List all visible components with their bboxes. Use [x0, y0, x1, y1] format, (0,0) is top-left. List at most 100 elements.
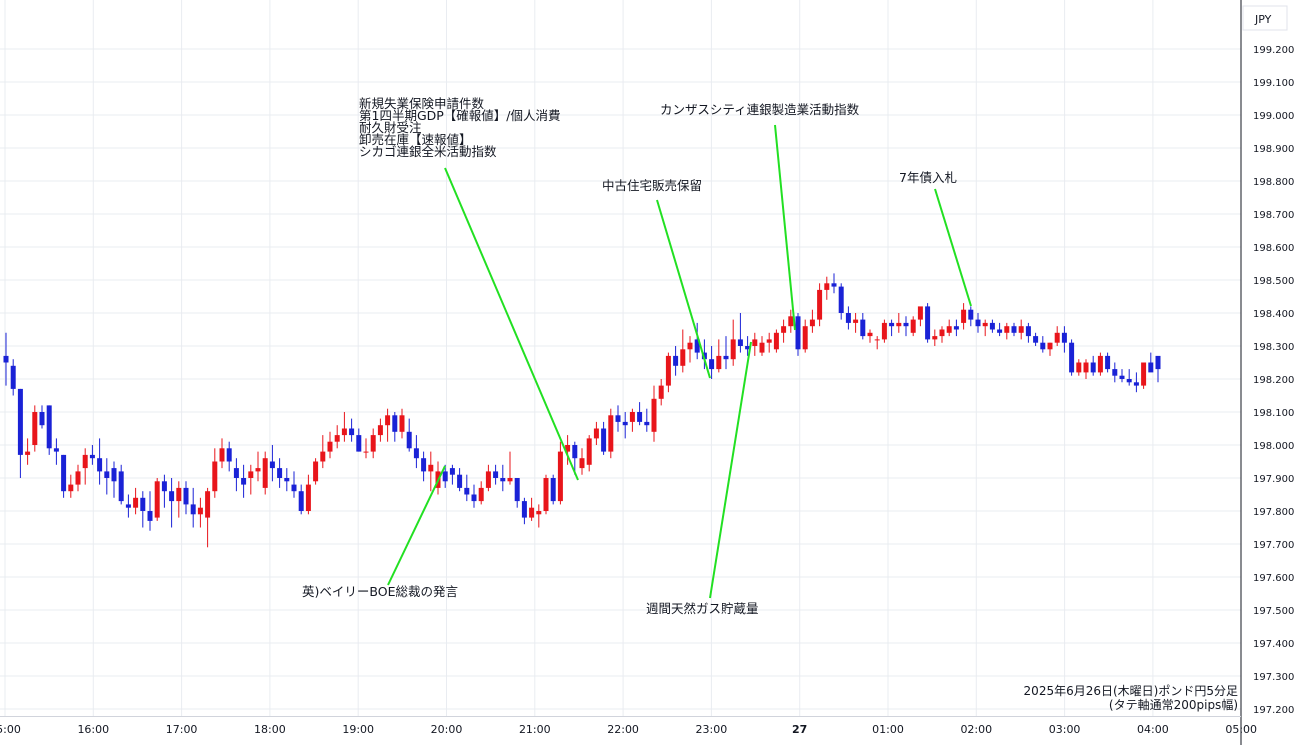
candle-body [601, 428, 607, 452]
candle-body [140, 497, 146, 511]
candle-body [529, 507, 535, 518]
candle-body [687, 342, 693, 350]
candle-body [212, 461, 218, 492]
annotation-text: 新規失業保険申請件数 [359, 96, 485, 111]
candle-body [233, 468, 239, 478]
candle-body [46, 405, 52, 449]
candle-body [910, 319, 916, 333]
candle-body [1033, 336, 1039, 343]
price-axis-panel [1241, 0, 1300, 745]
candle-body [795, 316, 801, 350]
candle-body [745, 346, 751, 350]
x-tick-label: 02:00 [960, 723, 992, 736]
x-tick-label: 17:00 [166, 723, 198, 736]
candle-body [1061, 332, 1067, 343]
y-tick-label: 197.600 [1253, 573, 1294, 584]
candle-body [442, 471, 448, 482]
candle-body [759, 342, 765, 353]
candle-body [860, 319, 866, 337]
candle-body [917, 306, 923, 320]
caption-line-1: 2025年6月26日(木曜日)ポンド円5分足 [1024, 684, 1238, 698]
candle-body [637, 412, 643, 422]
candle-body [658, 385, 664, 399]
candle-body [133, 497, 139, 508]
annotation-leader [709, 341, 752, 599]
candle-body [1025, 326, 1031, 337]
candle-body [831, 283, 837, 287]
y-tick-label: 198.000 [1253, 441, 1294, 452]
candle-body [356, 435, 362, 452]
candle-body [982, 322, 988, 327]
candle-body [521, 501, 527, 518]
candle-body [565, 445, 571, 452]
candle-body [219, 448, 225, 462]
candle-body [1083, 362, 1089, 373]
y-tick-label: 198.100 [1253, 408, 1294, 419]
y-axis: 199.200 199.100 199.000 198.900 198.800 198.7… [1253, 45, 1294, 716]
candle-body [1004, 326, 1010, 333]
candle-body [457, 474, 463, 488]
x-tick-label: 27 [792, 723, 807, 736]
x-tick-label: 03:00 [1049, 723, 1081, 736]
x-tick-label: 22:00 [607, 723, 639, 736]
candle-body [853, 319, 859, 323]
candle-body [392, 415, 398, 432]
candle-body [1090, 362, 1096, 373]
x-axis: 15:00 16:00 17:00 18:00 19:00 20:00 21:00 22:00… [0, 723, 1257, 736]
currency-label: JPY [1254, 13, 1272, 26]
candle-body [363, 451, 369, 453]
candle-body [514, 478, 520, 502]
y-tick-label: 197.900 [1253, 474, 1294, 485]
candle-body [176, 487, 182, 502]
candle-body [349, 428, 355, 436]
candle-body [586, 438, 592, 465]
candle-body [1155, 355, 1161, 370]
candle-body [1018, 326, 1024, 333]
candle-body [961, 309, 967, 323]
candle-body [89, 454, 95, 459]
candle-body [817, 289, 823, 320]
candle-body [284, 478, 290, 482]
candle-body [10, 365, 16, 389]
candle-body [716, 355, 722, 370]
currency-badge [1242, 5, 1288, 31]
candle-body [485, 471, 491, 488]
candle-body [61, 454, 67, 492]
annotations: 新規失業保険申請件数第1四半期GDP【確報値】/個人消費耐久財受注卸売在庫【速報… [302, 96, 957, 616]
candle-body [255, 468, 261, 472]
candle-body [1047, 342, 1053, 350]
candle-body [644, 421, 650, 426]
grid [0, 0, 1242, 716]
y-tick-label: 198.500 [1253, 276, 1294, 287]
candle-body [341, 428, 347, 436]
candle-body [471, 494, 477, 502]
candle-body [53, 448, 59, 452]
candle-body [75, 471, 81, 485]
candle-body [1133, 382, 1139, 386]
candle-body [1054, 332, 1060, 343]
candle-body [903, 322, 909, 327]
candle-body [190, 504, 196, 515]
candle-body [248, 471, 254, 478]
candle-body [946, 326, 952, 333]
candle-body [896, 322, 902, 327]
candle-body [881, 322, 887, 340]
candle-body [39, 412, 45, 426]
candle-body [1011, 326, 1017, 333]
candle-body [262, 458, 268, 488]
candle-body [118, 471, 124, 502]
candle-body [723, 355, 729, 360]
candle-body [104, 471, 110, 478]
candle-body [680, 349, 686, 366]
x-tick-label: 01:00 [872, 723, 904, 736]
x-tick-label: 18:00 [254, 723, 286, 736]
candle-body [377, 425, 383, 436]
candle-body [1141, 362, 1147, 386]
candle-body [788, 316, 794, 327]
candles [3, 273, 1161, 548]
annotation-leader [387, 465, 446, 586]
y-tick-label: 198.300 [1253, 342, 1294, 353]
candle-body [169, 491, 175, 502]
candle-body [327, 441, 333, 452]
candle-body [997, 329, 1003, 333]
